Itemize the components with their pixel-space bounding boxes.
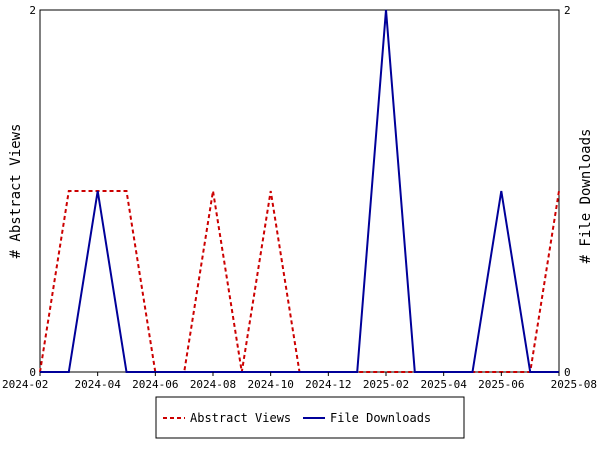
x-tick-label: 2024-02 — [2, 378, 48, 391]
legend: Abstract Views File Downloads — [155, 396, 465, 439]
legend-label-abstract-views: Abstract Views — [190, 411, 291, 425]
x-tick-label: 2025-06 — [478, 378, 524, 391]
x-tick-label: 2025-08 — [551, 378, 597, 391]
right-y-axis-label: # File Downloads — [578, 129, 594, 264]
x-tick-label: 2024-10 — [247, 378, 293, 391]
x-tick-label: 2025-02 — [363, 378, 409, 391]
x-axis-ticks: 2024-02 2024-04 2024-06 2024-08 2024-10 2024-… — [2, 372, 597, 391]
series-line-abstract-views — [39, 190, 560, 373]
x-tick-label: 2024-08 — [190, 378, 236, 391]
x-tick-label: 2024-12 — [305, 378, 351, 391]
series-line-file-downloads — [40, 9, 559, 373]
x-tick-label: 2024-06 — [132, 378, 178, 391]
right-y-tick-max: 2 — [564, 4, 571, 17]
x-tick-label: 2025-04 — [420, 378, 467, 391]
legend-label-file-downloads: File Downloads — [330, 411, 431, 425]
left-y-tick-min: 0 — [29, 366, 36, 379]
left-y-axis-label: # Abstract Views — [8, 124, 24, 259]
left-y-tick-max: 2 — [29, 4, 36, 17]
x-tick-label: 2024-04 — [74, 378, 121, 391]
right-y-tick-min: 0 — [564, 366, 571, 379]
plot-layer — [39, 9, 560, 373]
